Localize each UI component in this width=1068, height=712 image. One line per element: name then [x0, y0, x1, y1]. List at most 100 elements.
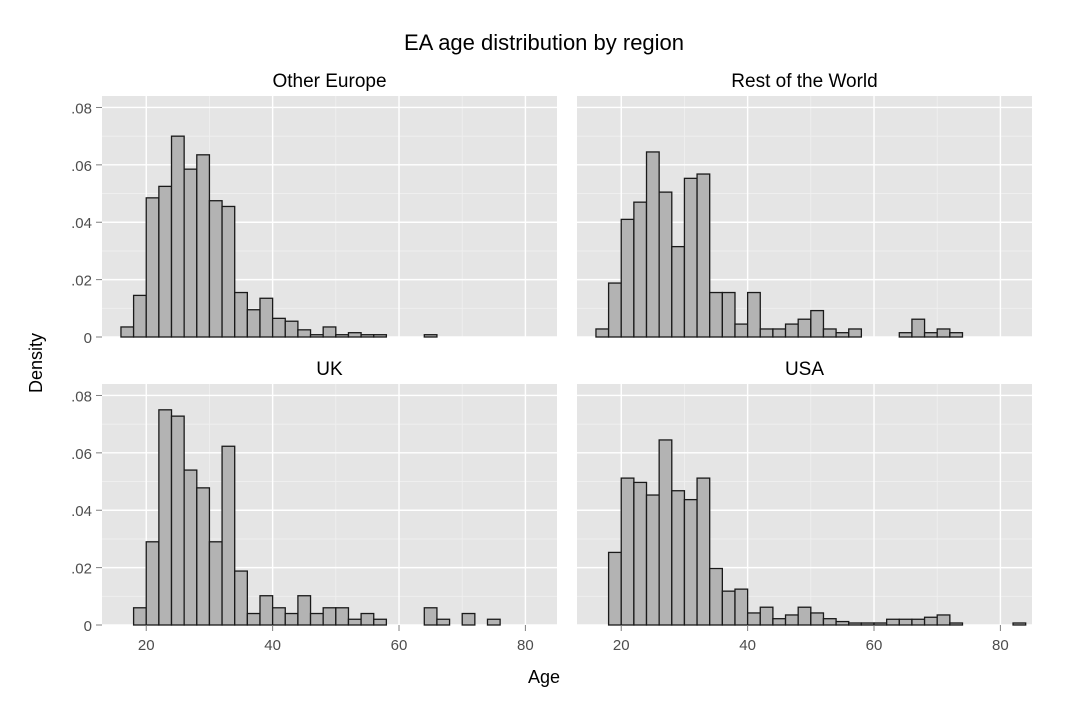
histogram-bar — [835, 332, 850, 338]
histogram-bar — [822, 328, 837, 338]
histogram-bar — [373, 618, 388, 626]
histogram-bar — [595, 328, 610, 338]
histogram-bar — [196, 154, 211, 338]
histogram-bar — [911, 318, 926, 338]
x-tick-label: 20 — [613, 637, 630, 654]
histogram-bar — [658, 439, 673, 626]
histogram-bar — [671, 245, 686, 338]
histogram-bar — [759, 606, 774, 626]
histogram-bar — [297, 329, 312, 338]
histogram-bar — [335, 334, 350, 338]
histogram-bar — [746, 291, 761, 338]
histogram-bar — [949, 332, 964, 338]
histogram-bar — [810, 612, 825, 626]
histogram-bar — [645, 151, 660, 338]
x-tick-label: 80 — [517, 637, 534, 654]
histogram-bar — [886, 618, 900, 626]
histogram-bar — [158, 185, 173, 338]
histogram-bar — [284, 612, 299, 626]
histogram-bar — [221, 205, 236, 338]
histogram-bar — [696, 173, 711, 338]
panel-title: UK — [316, 359, 343, 380]
histogram-bar — [923, 616, 938, 626]
histogram-bar — [120, 326, 135, 338]
y-tick-label: 0 — [84, 618, 92, 635]
x-tick-label: 60 — [866, 637, 883, 654]
histogram-bar — [158, 409, 173, 626]
histogram-bar — [671, 490, 686, 626]
histogram-bar — [360, 334, 375, 338]
histogram-bar — [835, 620, 850, 626]
histogram-bar — [784, 323, 799, 338]
histogram-bar — [183, 469, 198, 626]
histogram-bar — [923, 332, 938, 338]
x-tick-label: 80 — [992, 637, 1009, 654]
y-tick-label: .02 — [71, 273, 92, 290]
histogram-bar — [284, 320, 299, 338]
histogram-bar — [221, 445, 236, 626]
panel-title: Other Europe — [272, 71, 386, 92]
histogram-bar — [784, 614, 799, 626]
x-tick-label: 40 — [264, 637, 281, 654]
histogram-bar — [234, 291, 248, 338]
histogram-bar — [848, 328, 863, 338]
histogram-bar — [246, 309, 261, 338]
histogram-bar — [772, 618, 787, 626]
histogram-bar — [170, 135, 185, 338]
histogram-bar — [322, 607, 337, 626]
histogram-bar — [170, 415, 185, 626]
histogram-bar — [436, 618, 451, 626]
histogram-bar — [347, 332, 362, 338]
x-tick-label: 40 — [739, 637, 756, 654]
y-axis-title: Density — [26, 333, 46, 393]
histogram-bar — [797, 318, 812, 338]
histogram-bar — [822, 618, 837, 626]
histogram-bar — [309, 334, 324, 338]
histogram-bar — [196, 487, 211, 626]
panel-title: USA — [785, 359, 824, 380]
histogram-bar — [620, 218, 635, 338]
histogram-bar — [772, 328, 787, 338]
histogram-bar — [721, 291, 736, 338]
y-tick-label: .04 — [71, 503, 92, 520]
histogram-bar — [734, 323, 749, 338]
histogram-bar — [860, 622, 875, 626]
histogram-bar — [461, 612, 476, 626]
panel-title: Rest of the World — [731, 71, 877, 92]
histogram-bar — [423, 334, 438, 338]
histogram-bar — [633, 481, 648, 626]
panel-usa: USA 20 40 60 80 — [577, 359, 1032, 654]
histogram-bar — [607, 551, 622, 626]
histogram-bar — [709, 291, 723, 338]
panel-other-europe: Other Europe 0 .02 .04 .06 .08 — [71, 71, 557, 347]
histogram-bar — [873, 622, 888, 626]
histogram-bar — [145, 541, 160, 626]
histogram-bar — [360, 612, 375, 626]
histogram-bar — [746, 612, 761, 626]
histogram-bar — [607, 282, 622, 338]
histogram-bar — [936, 328, 951, 338]
histogram-bar — [759, 328, 774, 338]
histogram-bar — [620, 477, 635, 626]
histogram-bar — [271, 607, 286, 626]
histogram-bar — [234, 570, 248, 626]
chart-title: EA age distribution by region — [404, 30, 684, 55]
histogram-bar — [683, 498, 698, 626]
histogram-bar — [486, 618, 501, 626]
y-tick-label: .06 — [71, 158, 92, 175]
y-tick-label: 0 — [84, 330, 92, 347]
histogram-bar — [1012, 622, 1027, 626]
histogram-bar — [797, 606, 812, 626]
histogram-bar — [848, 622, 863, 626]
histogram-bar — [645, 494, 660, 626]
histogram-bar — [423, 607, 438, 626]
y-tick-label: .04 — [71, 215, 92, 232]
histogram-bar — [633, 201, 648, 338]
histogram-bar — [898, 618, 913, 626]
histogram-bar — [949, 622, 964, 626]
histogram-bar — [898, 332, 913, 338]
histogram-bar — [145, 197, 160, 338]
histogram-bar — [373, 334, 388, 338]
histogram-bar — [132, 607, 147, 626]
